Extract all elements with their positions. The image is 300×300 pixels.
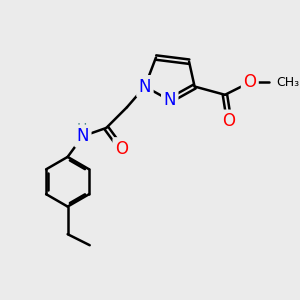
Text: N: N <box>76 127 89 145</box>
Text: N: N <box>164 91 176 109</box>
Text: CH₃: CH₃ <box>276 76 299 89</box>
Text: H: H <box>76 122 87 136</box>
Text: N: N <box>139 77 151 95</box>
Text: O: O <box>223 112 236 130</box>
Text: O: O <box>115 140 128 158</box>
Text: O: O <box>243 74 256 92</box>
